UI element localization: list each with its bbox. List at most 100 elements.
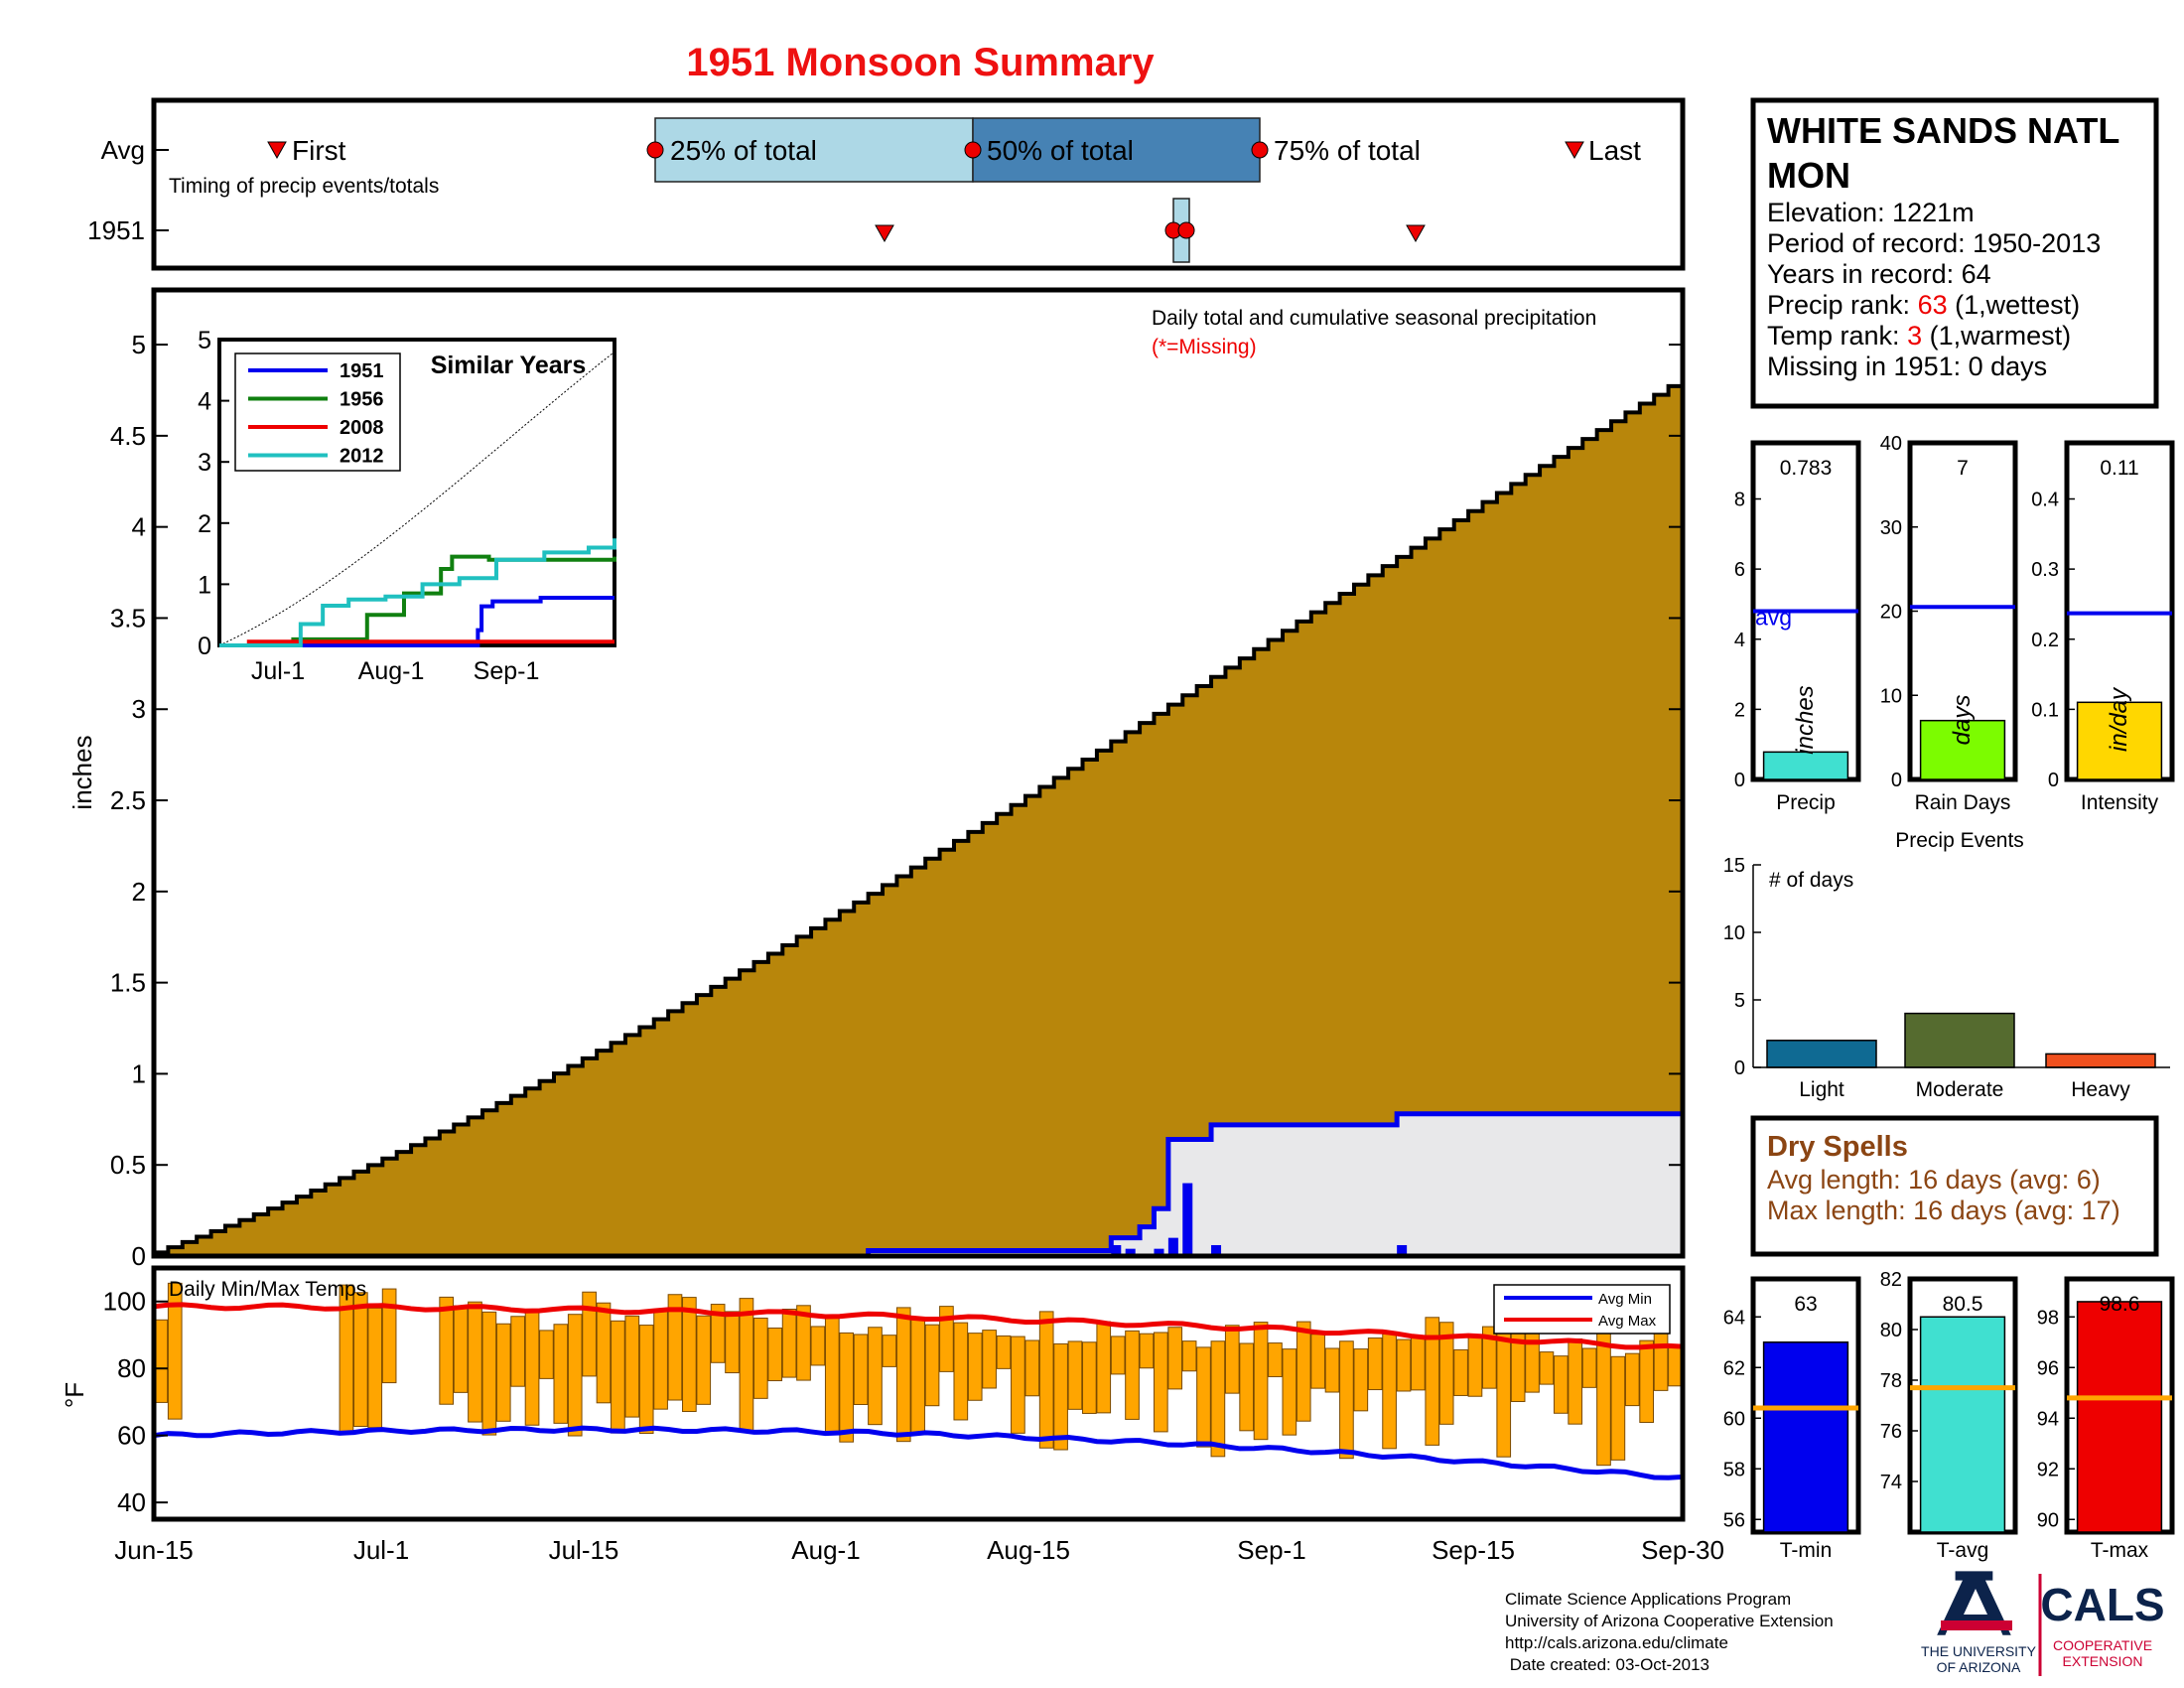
temp-ytick-label-0: 40 xyxy=(117,1487,146,1517)
inset-y-axis: 0 1 2 3 4 5 xyxy=(198,327,229,660)
footer-line3: http://cals.arizona.edu/climate xyxy=(1505,1633,1728,1652)
timing-p50-label: 50% of total xyxy=(987,135,1134,166)
precip-event-label-Light: Light xyxy=(1799,1078,1844,1101)
inset-legend-box xyxy=(234,352,401,472)
gauge-unit-raindays_gauge: days xyxy=(1949,695,1976,746)
inset-title: Similar Years xyxy=(431,352,587,379)
cum-ytick-label-6: 3 xyxy=(132,694,146,724)
gauge-value-tavg_gauge: 80.5 xyxy=(1943,1293,1983,1316)
temp-bar-104 xyxy=(1639,1339,1654,1423)
cumulative-annotation: Daily total and cumulative seasonal prec… xyxy=(1152,307,1596,330)
gauge-unit-precip_gauge: inches xyxy=(1792,685,1819,754)
precip-events-ylabel: # of days xyxy=(1769,869,1853,892)
temp-bar-51 xyxy=(882,1335,897,1367)
gauge-tick-label-tavg_gauge-3: 80 xyxy=(1880,1320,1902,1341)
similar-years-inset: 0 1 2 3 4 5 Similar Years 1951 1956 2008 2012 Ju… xyxy=(198,327,616,685)
gauge-tick-label-tmax_gauge-3: 96 xyxy=(2037,1357,2059,1379)
temp-bar-86 xyxy=(1382,1334,1397,1450)
temp-bar-88 xyxy=(1411,1336,1426,1391)
temp-bar-67 xyxy=(1110,1336,1126,1375)
gauge-xlabel-tmin_gauge: T-min xyxy=(1780,1539,1833,1562)
footer-line1: Climate Science Applications Program xyxy=(1505,1590,1791,1609)
temp-bar-102 xyxy=(1610,1355,1626,1461)
gauge-value-tmin_gauge: 63 xyxy=(1794,1293,1817,1316)
daily-precip-bar-4 xyxy=(1182,1183,1193,1256)
gauge-bar-intensity_gauge xyxy=(2076,701,2163,780)
cals-logo-sub1: COOPERATIVE xyxy=(2053,1637,2152,1653)
gauge-unit-intensity_gauge: in/day xyxy=(2106,686,2132,752)
daily-precip-bar-1 xyxy=(1125,1248,1136,1256)
temp-bar-73 xyxy=(1196,1346,1211,1448)
temp-bar-28 xyxy=(553,1324,569,1424)
temp-bar-47 xyxy=(824,1317,840,1435)
temp-bar-31 xyxy=(596,1302,612,1404)
inset-ytick-label-5: 5 xyxy=(198,327,211,354)
temp-bar-24 xyxy=(495,1323,511,1422)
temp-bar-38 xyxy=(696,1315,712,1405)
daily-precip-bar-0 xyxy=(1111,1244,1122,1256)
daily-precip-bars xyxy=(1111,1183,1408,1256)
timing-last-label: Last xyxy=(1588,135,1641,166)
temp-bar-99 xyxy=(1568,1337,1583,1425)
daily-precip-bar-2 xyxy=(1154,1248,1164,1256)
temp-bar-56 xyxy=(953,1322,969,1421)
temp-bar-63 xyxy=(1053,1342,1068,1451)
cum-ytick-label-4: 2 xyxy=(132,877,146,907)
precip-events-panel: Precip Events Light Moderate Heavy 051015 … xyxy=(1723,829,2170,1101)
temp-bar-26 xyxy=(524,1309,540,1426)
temp-bar-97 xyxy=(1539,1351,1555,1385)
temp-bar-72 xyxy=(1181,1340,1197,1372)
temp-bar-32 xyxy=(611,1320,625,1434)
xtick-jun15: Jun-15 xyxy=(114,1535,194,1565)
gauge-tick-label-precip_gauge-4: 8 xyxy=(1734,490,1745,511)
temps-panel: 40 60 80 100 °F Daily Min/Max Temps Avg Min… xyxy=(60,1265,1686,1522)
xtick-aug15: Aug-15 xyxy=(987,1535,1070,1565)
temp-bar-49 xyxy=(853,1334,869,1405)
gauge-bar-tmin_gauge xyxy=(1762,1341,1849,1533)
gauge-bar-precip_gauge xyxy=(1762,751,1849,780)
gauge-tick-label-tmax_gauge-4: 98 xyxy=(2037,1307,2059,1329)
inset-ytick-label-4: 4 xyxy=(198,388,211,416)
temp-bar-64 xyxy=(1067,1340,1083,1410)
timing-p75-label: 75% of total xyxy=(1274,135,1421,166)
xtick-jul15: Jul-15 xyxy=(549,1535,619,1565)
gauge-tick-label-intensity_gauge-1: 0.1 xyxy=(2031,699,2059,721)
timing-p25-label: 25% of total xyxy=(670,135,817,166)
cumulative-y-axis: 0 0.5 1 1.5 2 2.5 3 3.5 4 4.5 5 xyxy=(110,330,1683,1271)
temp-bar-20 xyxy=(439,1296,455,1405)
temp-bar-25 xyxy=(510,1316,525,1387)
temp-ytick-label-1: 60 xyxy=(117,1421,146,1451)
footer-credits: Climate Science Applications Program Uni… xyxy=(1505,1590,1834,1674)
inset-series-lines xyxy=(218,351,616,647)
gauge-tick-label-precip_gauge-1: 2 xyxy=(1734,699,1745,721)
timing-avg-p50-marker xyxy=(964,141,982,159)
temp-bar-65 xyxy=(1082,1341,1097,1414)
cum-ytick-label-0: 0 xyxy=(132,1241,146,1271)
cumulative-frame xyxy=(151,287,1686,1259)
timing-year-first-marker xyxy=(875,224,894,243)
gauge-raindays_gauge: 0 10 20 30 40 7 days Rain Days xyxy=(1880,433,2018,814)
temp-bar-52 xyxy=(895,1307,911,1443)
gauge-tick-label-tavg_gauge-0: 74 xyxy=(1880,1472,1902,1493)
temp-bar-41 xyxy=(739,1298,754,1433)
inset-legend-label-2008: 2008 xyxy=(340,417,384,439)
legend-avg-min: Avg Min xyxy=(1598,1291,1652,1308)
gauge-tick-label-tmin_gauge-1: 58 xyxy=(1723,1459,1745,1480)
temp-bar-105 xyxy=(1653,1325,1669,1391)
cum-ytick-label-10: 5 xyxy=(132,330,146,359)
timing-subtitle: Timing of precip events/totals xyxy=(169,175,439,198)
temp-bar-40 xyxy=(725,1311,740,1374)
temp-bar-45 xyxy=(796,1305,811,1381)
precip-events-y-axis: 0 5 10 15 xyxy=(1723,855,1761,1079)
temp-bar-1 xyxy=(167,1282,183,1420)
temp-bars xyxy=(153,1282,1683,1467)
event-tick-label-0: 0 xyxy=(1734,1057,1745,1079)
gauge-tick-label-raindays_gauge-4: 40 xyxy=(1880,433,1902,455)
temp-bar-33 xyxy=(624,1315,640,1418)
gauge-bar-tmax_gauge xyxy=(2076,1301,2163,1533)
gauge-tick-label-intensity_gauge-2: 0.2 xyxy=(2031,630,2059,651)
timing-avg-p75-marker xyxy=(1251,141,1269,159)
precip-event-label-Heavy: Heavy xyxy=(2071,1078,2130,1101)
precip-events-title: Precip Events xyxy=(1895,829,2024,852)
gauge-tmax_gauge: 90 92 94 96 98 98.6 T-max xyxy=(2037,1276,2175,1562)
